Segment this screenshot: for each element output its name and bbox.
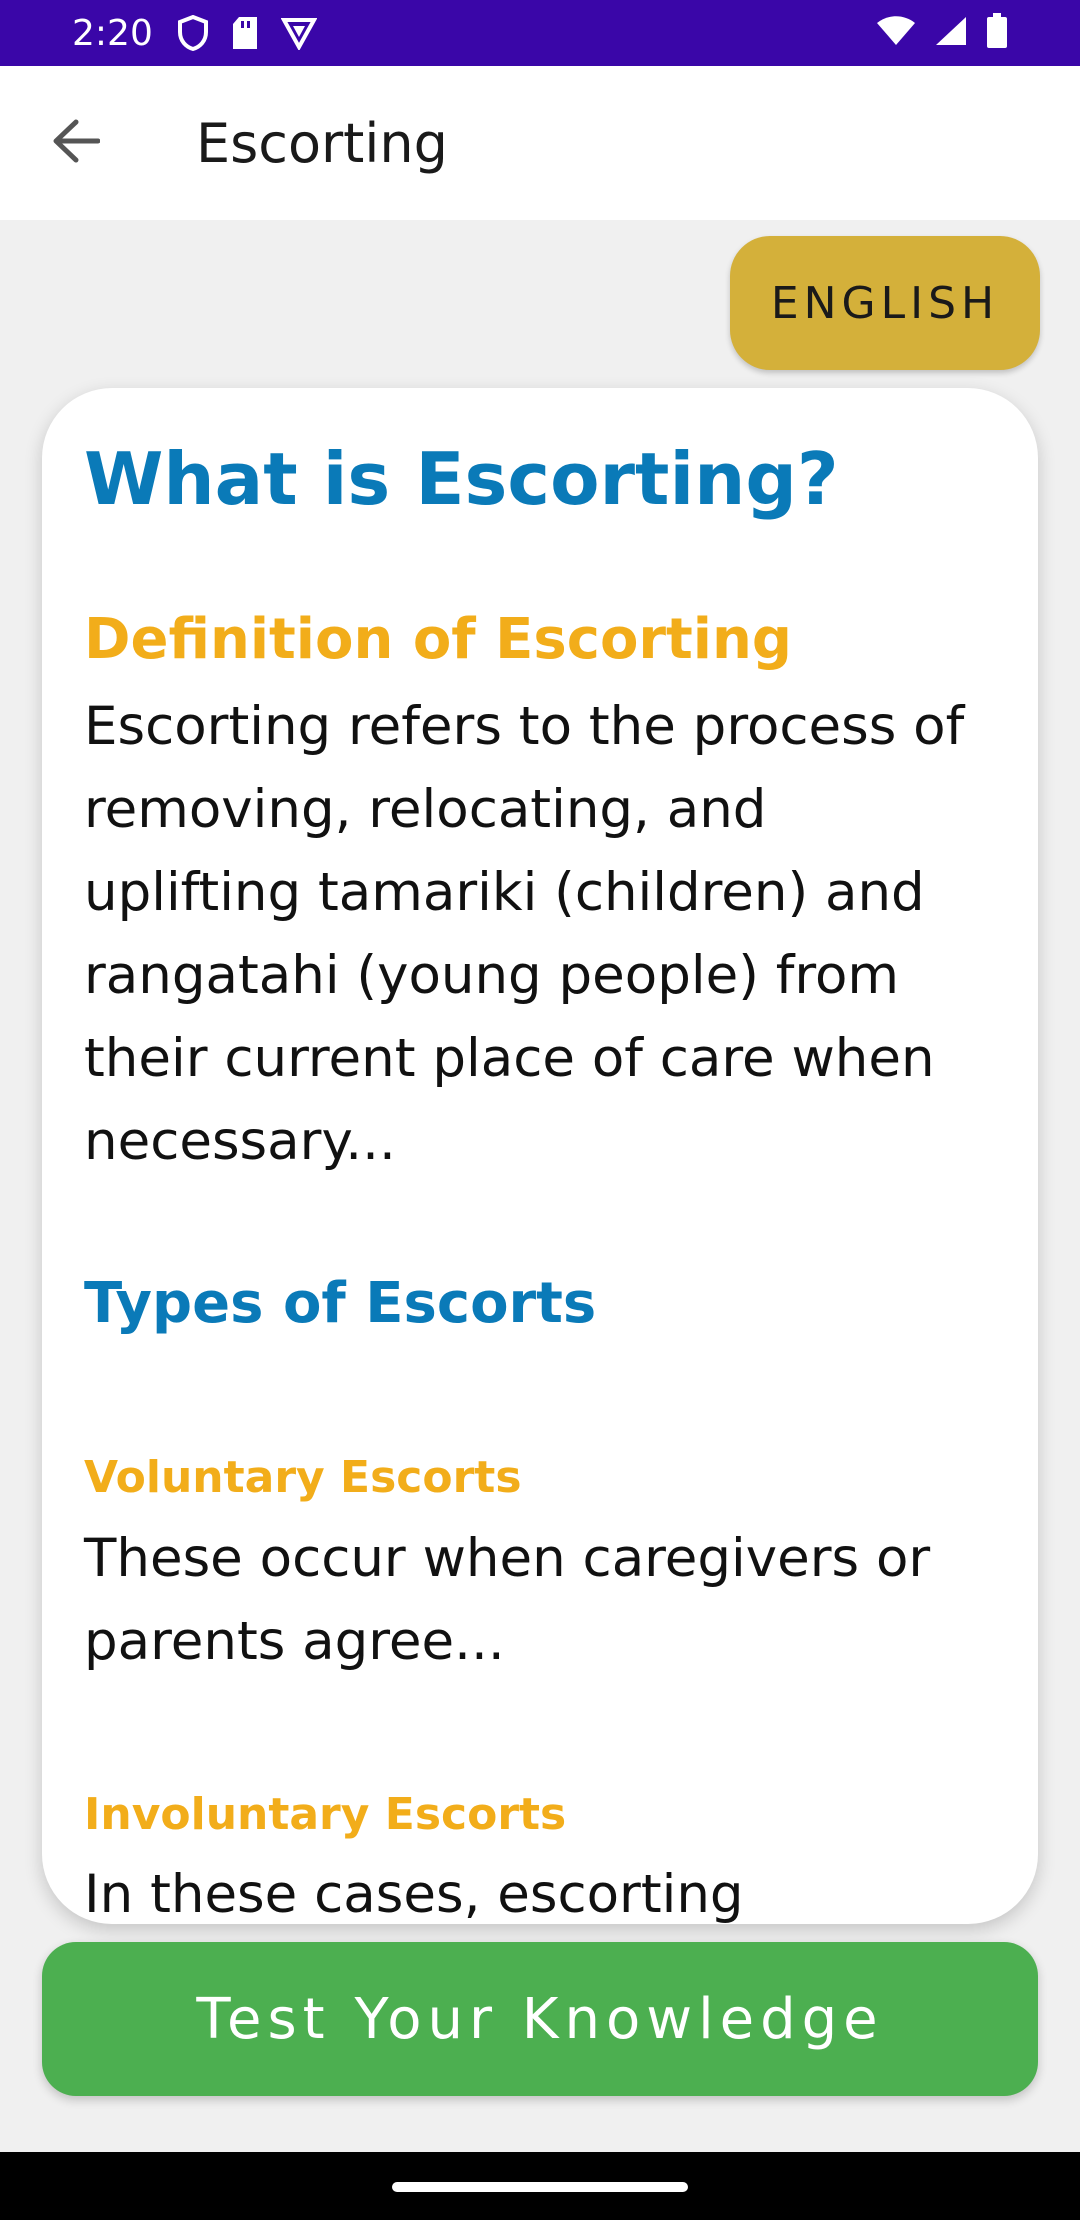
types-heading: Types of Escorts <box>84 1270 597 1336</box>
involuntary-heading: Involuntary Escorts <box>84 1788 567 1840</box>
status-time: 2:20 <box>72 12 153 54</box>
navigation-bar <box>0 2152 1080 2220</box>
status-bar: 2:20 <box>0 0 1080 66</box>
arrow-back-icon <box>52 119 101 167</box>
content-scroll: What is Escorting? Definition of Escorti… <box>42 388 1038 1924</box>
app-bar: Escorting <box>0 66 1080 220</box>
definition-text: Escorting refers to the process of remov… <box>84 695 965 1172</box>
language-button[interactable]: ENGLISH <box>730 236 1040 370</box>
voluntary-text: These occur when caregivers or parents a… <box>84 1527 931 1672</box>
page-title: Escorting <box>196 111 448 175</box>
definition-heading: Definition of Escorting <box>84 607 792 673</box>
involuntary-text: In these cases, escorting <box>84 1864 744 1924</box>
voluntary-heading: Voluntary Escorts <box>84 1452 522 1504</box>
battery-icon <box>986 13 1008 53</box>
signal-icon <box>934 15 968 51</box>
status-right <box>876 13 1008 53</box>
main-heading: What is Escorting? <box>84 437 839 521</box>
test-knowledge-button[interactable]: Test Your Knowledge <box>42 1942 1038 2096</box>
sd-card-icon <box>231 16 259 50</box>
home-indicator[interactable] <box>392 2182 688 2192</box>
content-card[interactable]: What is Escorting? Definition of Escorti… <box>42 388 1038 1924</box>
back-button[interactable] <box>36 103 116 183</box>
wifi-icon <box>876 15 916 51</box>
vpn-icon <box>280 16 317 50</box>
shield-icon <box>177 15 209 51</box>
